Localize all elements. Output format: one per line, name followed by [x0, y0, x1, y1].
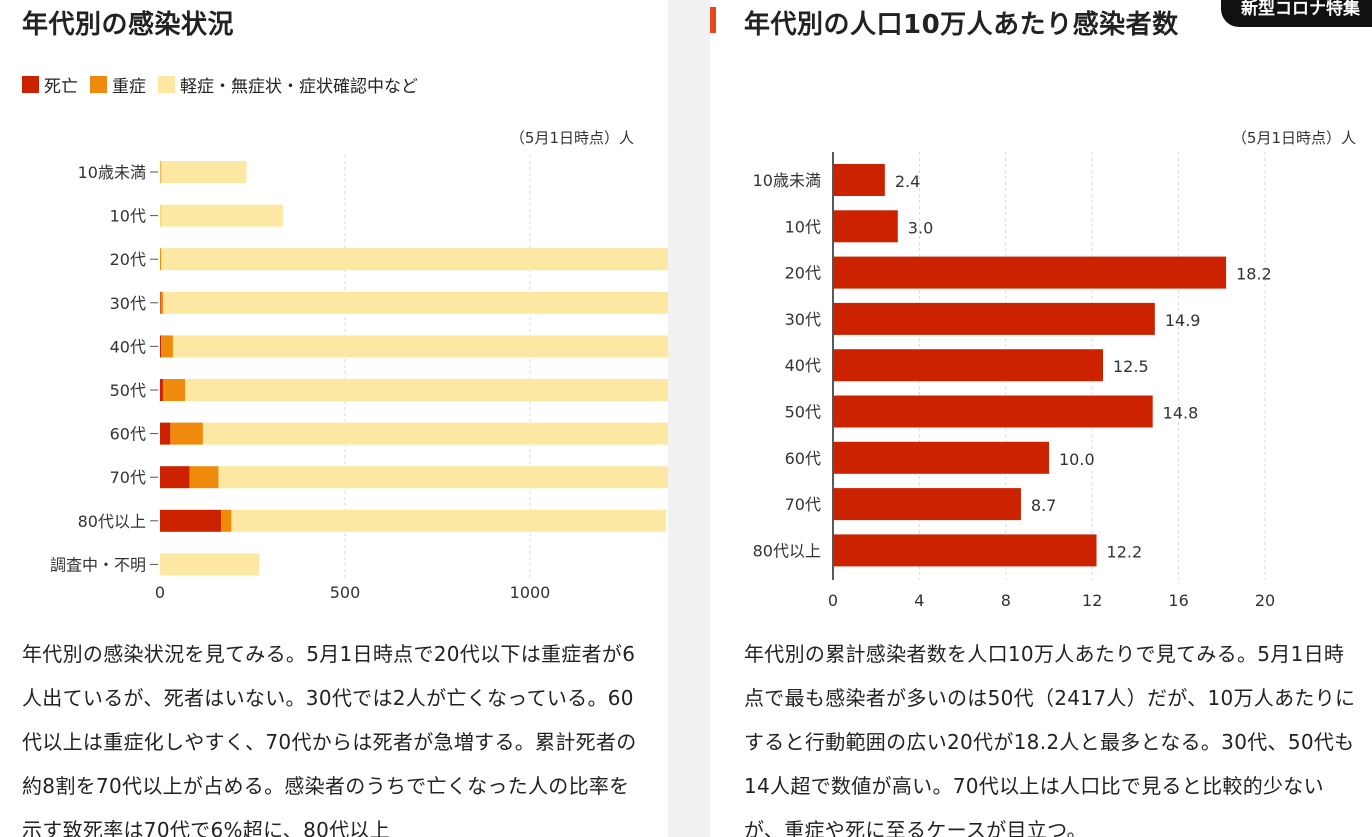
bar-segment-mild [160, 161, 247, 183]
legend-swatch-severe [90, 76, 107, 93]
bar [833, 210, 898, 243]
bar [833, 164, 885, 196]
y-tick-label: 60代 [110, 425, 146, 444]
y-tick-label: 40代 [110, 337, 146, 356]
bar [833, 488, 1021, 521]
left-chart-title: 年代別の感染状況 [22, 10, 235, 40]
y-tick-label: 60代 [785, 449, 821, 468]
y-tick-label: 80代以上 [78, 512, 146, 531]
bar [833, 534, 1097, 567]
per-capita-bar-chart: 0 4 8 12 16 20 10歳未満 2.4 10代 3.0 20代 18.2 30代 14.9 40代… [753, 152, 1275, 610]
y-tick-label: 10歳未満 [753, 171, 821, 190]
bar-value-label: 10.0 [1059, 450, 1095, 469]
bar-value-label: 8.7 [1031, 496, 1056, 515]
x-tick-label: 12 [1082, 591, 1102, 610]
bar-segment-severe [170, 422, 203, 445]
y-tick-label: 10代 [110, 207, 146, 226]
y-tick-label: 80代以上 [753, 541, 821, 560]
legend-item-death: 死亡 [22, 72, 78, 97]
bar-segment-death [160, 379, 163, 401]
left-paragraph: 年代別の感染状況を見てみる。5月1日時点で20代以下は重症者が6人出ているが、死… [22, 642, 637, 837]
y-tick-label: 50代 [110, 381, 146, 400]
x-tick-label: 4 [914, 591, 924, 610]
bar-segment-mild [202, 422, 668, 445]
bar [833, 349, 1103, 382]
y-tick-label: 50代 [785, 403, 821, 422]
bar-segment-mild [172, 335, 668, 358]
bar-segment-severe [160, 161, 161, 183]
legend-label-mild: 軽症・無症状・症状確認中など [180, 77, 418, 97]
right-chart-title: 年代別の人口10万人あたり感染者数 [744, 10, 1179, 40]
bar-segment-mild [162, 291, 668, 314]
bar-segment-death [160, 422, 171, 445]
x-tick-label: 20 [1255, 591, 1275, 610]
bar [833, 395, 1153, 428]
legend-label-severe: 重症 [112, 77, 146, 97]
x-tick-label: 1000 [510, 583, 551, 602]
y-tick-label: 調査中・不明 [50, 555, 146, 574]
y-tick-label: 10歳未満 [78, 163, 146, 182]
x-tick-label: 8 [1001, 591, 1011, 610]
legend-swatch-death [22, 76, 39, 93]
left-chart-note: （5月1日時点）人 [509, 129, 634, 147]
x-tick-label: 16 [1168, 591, 1188, 610]
y-tick-label: 40代 [785, 356, 821, 375]
x-tick-label: 500 [330, 583, 361, 602]
legend-item-mild: 軽症・無症状・症状確認中など [158, 72, 418, 97]
y-tick-label: 70代 [785, 495, 821, 514]
left-panel: 年代別の感染状況 死亡 重症 軽症・無症状・症状確認中など （5月1日時点）人 … [0, 0, 668, 837]
y-tick-label: 30代 [785, 310, 821, 329]
right-paragraph: 年代別の累計感染者数を人口10万人あたりで見てみる。5月1日時点で最も感染者が多… [744, 642, 1356, 837]
right-panel: 年代別の人口10万人あたり感染者数 新型コロナ特集 （5月1日時点）人 0 4 8 1… [710, 0, 1372, 837]
bar-value-label: 12.5 [1113, 357, 1149, 376]
bar-segment-severe [162, 379, 186, 401]
bar-segment-severe [161, 335, 173, 358]
y-tick-label: 20代 [785, 264, 821, 283]
bar-segment-mild [218, 466, 668, 489]
title-accent-bar [710, 7, 716, 33]
y-tick-label: 70代 [110, 468, 146, 487]
bar-segment-severe [160, 248, 162, 271]
bar-segment-severe [160, 291, 163, 314]
y-tick-label: 10代 [785, 217, 821, 236]
bar-value-label: 14.8 [1163, 404, 1199, 423]
legend-swatch-mild [158, 76, 175, 93]
bar-value-label: 18.2 [1236, 265, 1272, 284]
bar-value-label: 12.2 [1107, 542, 1143, 561]
bar [833, 302, 1155, 335]
legend: 死亡 重症 軽症・無症状・症状確認中など [22, 72, 430, 97]
legend-label-death: 死亡 [44, 77, 78, 97]
bar-segment-death [160, 291, 161, 314]
y-tick-label: 20代 [110, 250, 146, 269]
column-gutter [668, 0, 710, 837]
bar-segment-death [160, 466, 190, 489]
bar-segment-mild [231, 509, 667, 532]
bar-value-label: 14.9 [1165, 311, 1201, 330]
legend-item-severe: 重症 [90, 72, 146, 97]
bar-segment-death [160, 509, 222, 532]
x-tick-label: 0 [155, 583, 165, 602]
bar-segment-severe [221, 509, 232, 532]
bar-segment-mild [160, 204, 284, 227]
feature-badge[interactable]: 新型コロナ特集 [1221, 0, 1372, 27]
x-tick-label: 0 [828, 591, 838, 610]
right-chart-note: （5月1日時点）人 [1231, 129, 1356, 147]
bar-value-label: 3.0 [908, 218, 933, 237]
bar-value-label: 2.4 [895, 172, 920, 191]
bar [833, 256, 1227, 289]
y-tick-label: 30代 [110, 294, 146, 313]
bar-segment-mild [161, 248, 668, 271]
bar-segment-mild [160, 553, 260, 576]
bar-segment-death [160, 335, 162, 358]
stacked-bar-chart: 050010001500200010歳未満10代20代30代40代50代60代7… [50, 155, 668, 602]
bar-segment-mild [185, 379, 668, 401]
bar-segment-severe [189, 466, 219, 489]
bar [833, 441, 1049, 474]
